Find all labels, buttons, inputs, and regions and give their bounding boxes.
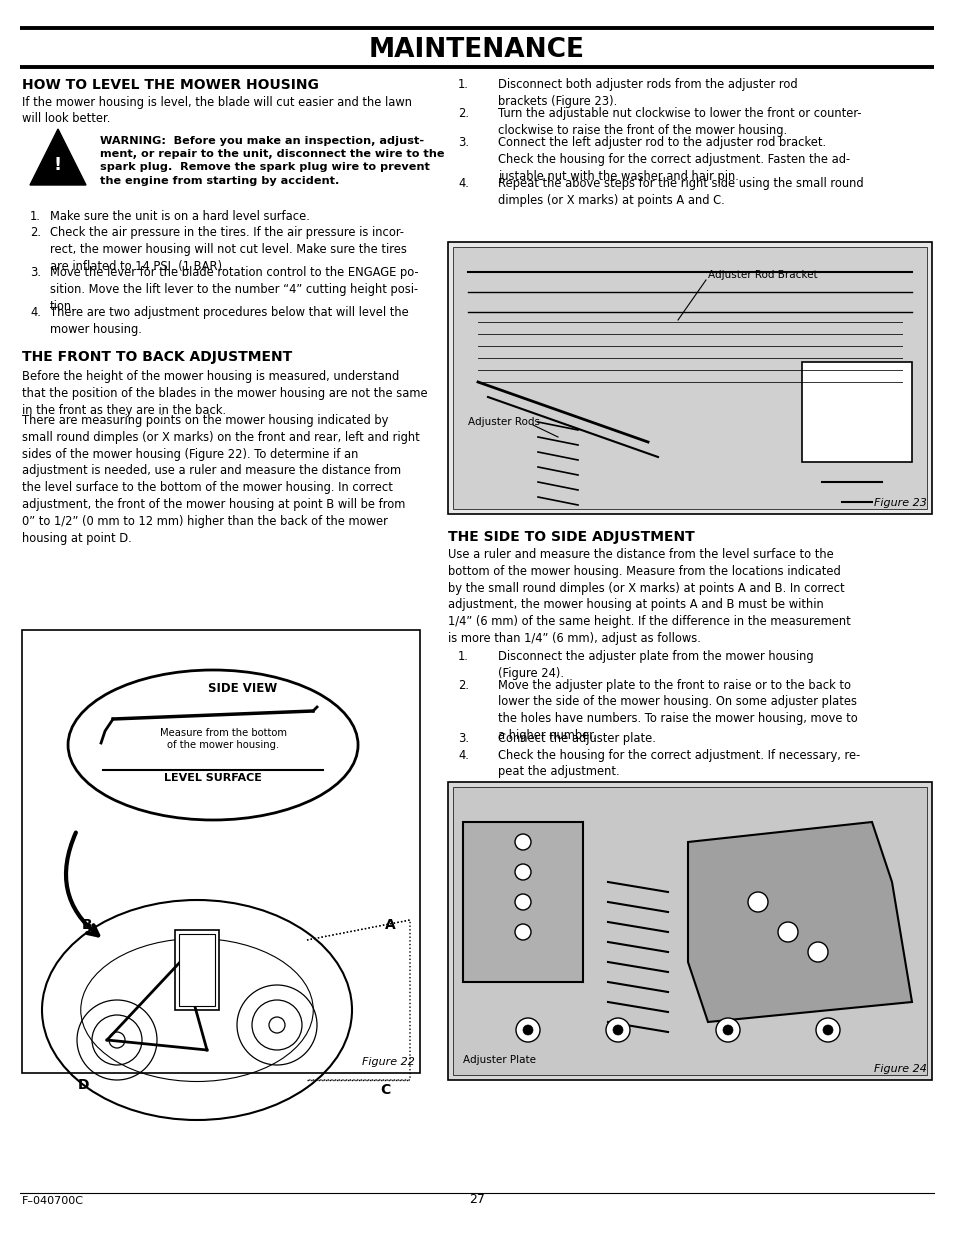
Bar	[448, 782, 931, 1079]
Text: Connect the left adjuster rod to the adjuster rod bracket.
Check the housing for: Connect the left adjuster rod to the adj…	[497, 136, 849, 183]
Text: SIDE VIEW: SIDE VIEW	[208, 682, 277, 695]
Text: 2.: 2.	[457, 107, 469, 120]
Text: Before the height of the mower housing is measured, understand
that the position: Before the height of the mower housing i…	[22, 370, 427, 416]
Text: Adjuster Rods: Adjuster Rods	[468, 417, 539, 427]
Text: Turn the adjustable nut clockwise to lower the front or counter-
clockwise to ra: Turn the adjustable nut clockwise to low…	[497, 107, 861, 137]
Text: Check the air pressure in the tires. If the air pressure is incor-
rect, the mow: Check the air pressure in the tires. If …	[50, 226, 406, 273]
Polygon shape	[687, 823, 911, 1023]
Text: 27: 27	[469, 1193, 484, 1207]
Circle shape	[722, 1025, 732, 1035]
Polygon shape	[30, 128, 86, 185]
Text: 2.: 2.	[457, 679, 469, 692]
Circle shape	[778, 923, 797, 942]
Circle shape	[516, 1018, 539, 1042]
Circle shape	[613, 1025, 622, 1035]
Text: There are two adjustment procedures below that will level the
mower housing.: There are two adjustment procedures belo…	[50, 306, 408, 336]
Bar	[453, 787, 926, 1074]
Circle shape	[815, 1018, 840, 1042]
Circle shape	[515, 894, 531, 910]
Text: LEVEL SURFACE: LEVEL SURFACE	[164, 773, 262, 783]
Text: 1.: 1.	[30, 210, 41, 224]
Text: 4.: 4.	[457, 748, 468, 762]
Bar	[453, 247, 926, 509]
Text: Measure from the bottom
of the mower housing.: Measure from the bottom of the mower hou…	[159, 727, 286, 751]
Text: Disconnect both adjuster rods from the adjuster rod
brackets (Figure 23).: Disconnect both adjuster rods from the a…	[497, 78, 797, 107]
Bar	[174, 930, 219, 1010]
Circle shape	[515, 834, 531, 850]
Circle shape	[747, 892, 767, 911]
Text: 3.: 3.	[30, 266, 41, 279]
Text: HOW TO LEVEL THE MOWER HOUSING: HOW TO LEVEL THE MOWER HOUSING	[22, 78, 318, 91]
Text: MAINTENANCE: MAINTENANCE	[369, 37, 584, 63]
Text: Move the lever for the blade rotation control to the ENGAGE po-
sition. Move the: Move the lever for the blade rotation co…	[50, 266, 418, 312]
Text: Move the adjuster plate to the front to raise or to the back to
lower the side o: Move the adjuster plate to the front to …	[497, 679, 857, 741]
Text: 3.: 3.	[457, 136, 469, 149]
Text: Repeat the above steps for the right side using the small round
dimples (or X ma: Repeat the above steps for the right sid…	[497, 177, 862, 206]
Text: C: C	[379, 1083, 390, 1097]
Bar	[448, 242, 931, 514]
Text: A: A	[384, 918, 395, 932]
Text: B: B	[82, 918, 92, 932]
Text: Figure 24: Figure 24	[873, 1065, 926, 1074]
Text: D: D	[78, 1078, 90, 1092]
Text: Figure 22: Figure 22	[362, 1057, 415, 1067]
Text: 2.: 2.	[30, 226, 41, 240]
Text: !: !	[54, 156, 62, 174]
Text: 4.: 4.	[457, 177, 468, 190]
Circle shape	[522, 1025, 533, 1035]
Text: Adjuster Rod Bracket: Adjuster Rod Bracket	[707, 270, 817, 280]
Text: 1.: 1.	[457, 650, 468, 663]
Circle shape	[716, 1018, 740, 1042]
Ellipse shape	[68, 671, 357, 820]
Text: Make sure the unit is on a hard level surface.: Make sure the unit is on a hard level su…	[50, 210, 310, 224]
Text: Adjuster Plate: Adjuster Plate	[462, 1055, 536, 1065]
Circle shape	[807, 942, 827, 962]
Text: WARNING:  Before you make an inspection, adjust-
ment, or repair to the unit, di: WARNING: Before you make an inspection, …	[100, 136, 444, 185]
Text: Connect the adjuster plate.: Connect the adjuster plate.	[497, 732, 656, 745]
Bar	[462, 823, 582, 982]
Text: Figure 23: Figure 23	[873, 498, 926, 508]
Circle shape	[822, 1025, 832, 1035]
Circle shape	[515, 864, 531, 881]
Text: THE SIDE TO SIDE ADJUSTMENT: THE SIDE TO SIDE ADJUSTMENT	[448, 530, 694, 543]
Text: Check the housing for the correct adjustment. If necessary, re-
peat the adjustm: Check the housing for the correct adjust…	[497, 748, 860, 778]
Text: If the mower housing is level, the blade will cut easier and the lawn
will look : If the mower housing is level, the blade…	[22, 96, 412, 126]
Text: There are measuring points on the mower housing indicated by
small round dimples: There are measuring points on the mower …	[22, 414, 419, 545]
Text: THE FRONT TO BACK ADJUSTMENT: THE FRONT TO BACK ADJUSTMENT	[22, 350, 292, 364]
Bar	[801, 362, 911, 462]
Text: F–040700C: F–040700C	[22, 1195, 84, 1207]
Circle shape	[605, 1018, 629, 1042]
Text: Use a ruler and measure the distance from the level surface to the
bottom of the: Use a ruler and measure the distance fro…	[448, 548, 850, 645]
Text: 3.: 3.	[457, 732, 469, 745]
Text: Disconnect the adjuster plate from the mower housing
(Figure 24).: Disconnect the adjuster plate from the m…	[497, 650, 813, 679]
Circle shape	[515, 924, 531, 940]
Bar	[179, 934, 214, 1007]
Text: 4.: 4.	[30, 306, 41, 319]
Bar	[22, 630, 419, 1073]
Text: 1.: 1.	[457, 78, 468, 91]
